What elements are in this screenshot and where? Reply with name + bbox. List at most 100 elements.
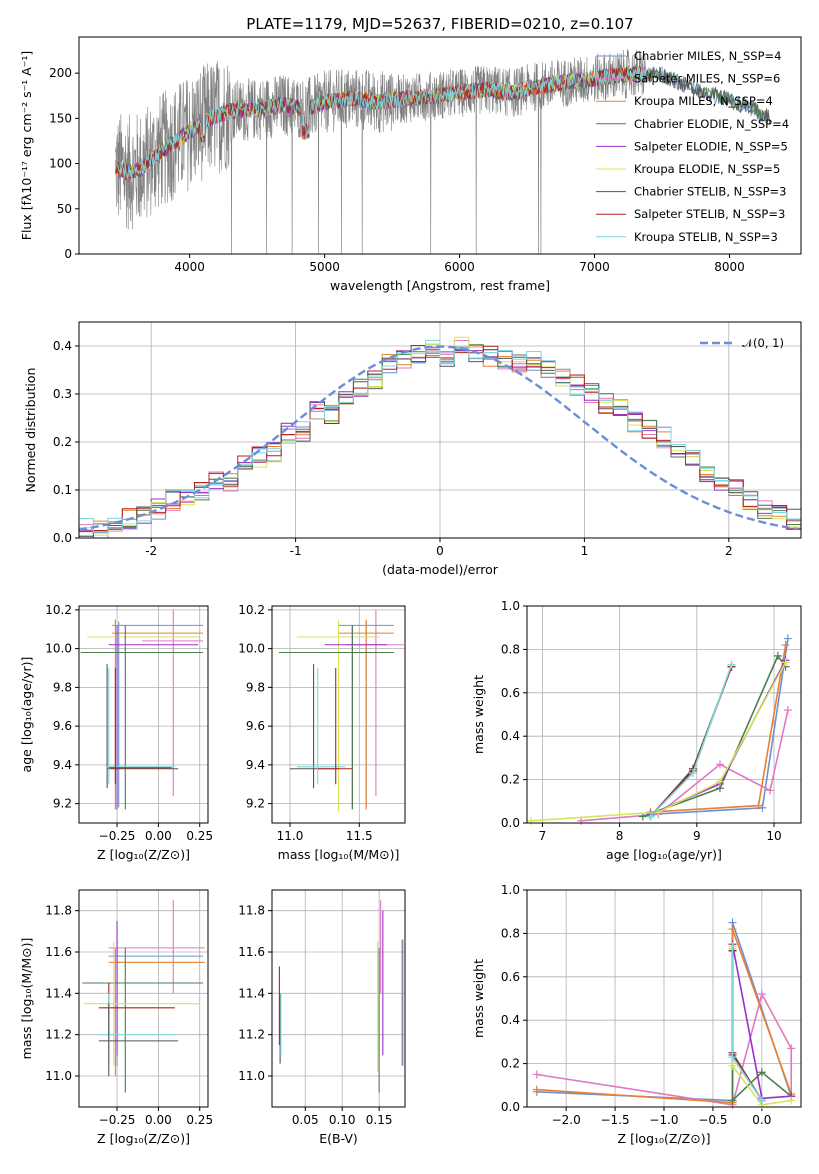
chart-title: PLATE=1179, MJD=52637, FIBERID=0210, z=0…: [246, 15, 633, 33]
mass-weight-marker: [781, 641, 790, 650]
y-tick-label: 50: [57, 202, 72, 216]
x-tick-label: −1.0: [649, 1113, 678, 1127]
y-tick-label: 9.8: [246, 680, 265, 694]
y-tick-label: 0.6: [501, 686, 520, 700]
mass-weight-marker: [781, 658, 790, 667]
y-tick-label: 9.2: [53, 797, 72, 811]
x-tick-label: 10: [766, 829, 781, 843]
x-tick-label: 8000: [714, 260, 745, 274]
mass-weight-marker: [757, 1096, 766, 1105]
y-tick-label: 11.0: [238, 1069, 265, 1083]
axes-frame: [78, 605, 209, 824]
y-tick-label: 11.6: [45, 945, 72, 959]
y-axis-label: mass weight: [471, 959, 486, 1038]
mass-weight-line: [642, 654, 787, 818]
axes-frame: [78, 321, 802, 539]
mass-weight-line: [649, 666, 733, 818]
mass-weight-marker: [754, 801, 763, 810]
y-tick-label: 11.0: [45, 1069, 72, 1083]
x-axis-label: age [log₁₀(age/yr)]: [606, 847, 722, 862]
y-tick-label: 0.0: [53, 531, 72, 545]
x-tick-label: 0.15: [366, 1113, 393, 1127]
x-tick-label: 0.00: [145, 1113, 172, 1127]
mass-weight-marker: [757, 1068, 766, 1077]
x-tick-label: −0.5: [698, 1113, 727, 1127]
mass-weight-marker: [787, 1096, 796, 1105]
y-tick-label: 0.2: [501, 1057, 520, 1071]
x-axis-label: Z [log₁₀(Z/Z⊙)]: [97, 1131, 190, 1146]
axes-frame: [271, 605, 406, 824]
mass-weight-marker: [773, 651, 782, 660]
legend-label: Kroupa MILES, N_SSP=4: [634, 94, 773, 108]
x-tick-label: 5000: [309, 260, 340, 274]
mass-weight-marker: [646, 812, 655, 821]
y-tick-label: 10.2: [238, 603, 265, 617]
legend-label: Chabrier STELIB, N_SSP=3: [634, 185, 786, 199]
y-tick-label: 0.6: [501, 970, 520, 984]
spectrum-axes: 4000 5000 6000 7000 8000 0 50 100 150 200 waveleng…: [19, 51, 745, 293]
y-tick-label: 11.6: [238, 945, 265, 959]
y-axis-label: mass [log₁₀(M/M⊙)]: [19, 938, 34, 1060]
mass-weight-marker: [728, 944, 737, 953]
mass-weight-marker: [728, 1096, 737, 1105]
mass-weight-marker: [758, 803, 767, 812]
y-tick-label: 9.4: [53, 758, 72, 772]
x-tick-label: 0.10: [329, 1113, 356, 1127]
mass-weight-marker: [728, 1053, 737, 1062]
mass_vs_Z-axes: −0.25 0.00 0.25 11.0 11.2 11.4 11.6 11.8 Z [log₁…: [19, 890, 213, 1146]
y-tick-label: 0.1: [53, 483, 72, 497]
mass-weight-marker: [526, 816, 535, 825]
x-axis-label: Z [log₁₀(Z/Z⊙)]: [618, 1131, 711, 1146]
x-tick-label: −1.5: [601, 1113, 630, 1127]
x-tick-label: −0.25: [99, 1113, 136, 1127]
axes-frame: [526, 889, 802, 1108]
legend: Chabrier MILES, N_SSP=4 Salpeter MILES, N…: [596, 49, 789, 244]
legend-label: 𝒩(0, 1): [742, 336, 784, 350]
x-tick-label: 7000: [579, 260, 610, 274]
x-axis-label: mass [log₁₀(M/M⊙)]: [278, 847, 400, 862]
x-tick-label: 4000: [174, 260, 205, 274]
age_vs_Z-axes: −0.25 0.00 0.25 9.2 9.4 9.6 9.8 10.0 10.2 Z [log₁…: [19, 603, 213, 862]
x-axis-label: wavelength [Angstrom, rest frame]: [330, 278, 550, 293]
y-tick-label: 11.2: [238, 1028, 265, 1042]
y-tick-label: 10.0: [45, 642, 72, 656]
x-tick-label: 7: [539, 829, 547, 843]
y-tick-label: 9.4: [246, 758, 265, 772]
y-tick-label: 0.4: [501, 729, 520, 743]
legend-label: Kroupa ELODIE, N_SSP=5: [634, 162, 780, 176]
mass_vs_ebv-axes: 0.05 0.10 0.15 11.0 11.2 11.4 11.6 11.8 E(B-V): [238, 890, 405, 1146]
legend-label: Salpeter MILES, N_SSP=6: [634, 72, 780, 86]
mass-weight-marker: [766, 786, 775, 795]
y-tick-label: 1.0: [501, 883, 520, 897]
x-tick-label: 0: [436, 544, 444, 558]
legend-label: Salpeter ELODIE, N_SSP=5: [634, 139, 788, 153]
y-tick-label: 11.4: [45, 986, 72, 1000]
mass-weight-line: [649, 664, 733, 818]
x-axis-label: E(B-V): [319, 1131, 358, 1146]
axes-frame: [78, 36, 802, 255]
y-tick-label: 10.0: [238, 642, 265, 656]
y-axis-label: Flux [fλ10⁻¹⁷ erg cm⁻² s⁻¹ A⁻¹]: [19, 51, 34, 240]
y-tick-label: 0.4: [501, 1013, 520, 1027]
y-tick-label: 0: [64, 247, 72, 261]
x-tick-label: 11.5: [346, 829, 373, 843]
mass-weight-marker: [728, 1061, 737, 1070]
x-tick-label: -2: [145, 544, 157, 558]
model-spectrum-line: [114, 65, 647, 180]
mass-weight-marker: [715, 760, 724, 769]
x-axis-label: (data-model)/error: [382, 562, 499, 577]
residuals-axes: -2 -1 0 1 2 0.0 0.1 0.2 0.3 0.4 (data-model)/error…: [23, 322, 801, 577]
y-tick-label: 0.0: [501, 816, 520, 830]
y-tick-label: 9.6: [53, 719, 72, 733]
y-tick-label: 0.0: [501, 1100, 520, 1114]
x-axis-label: Z [log₁₀(Z/Z⊙)]: [97, 847, 190, 862]
mass-weight-line: [649, 666, 733, 818]
y-tick-label: 11.2: [45, 1028, 72, 1042]
x-tick-label: 0.00: [145, 829, 172, 843]
y-tick-label: 0.8: [501, 642, 520, 656]
x-tick-label: 0.25: [186, 1113, 213, 1127]
y-tick-label: 11.8: [45, 904, 72, 918]
y-tick-label: 0.8: [501, 926, 520, 940]
y-tick-label: 9.2: [246, 797, 265, 811]
x-tick-label: 0.05: [292, 1113, 319, 1127]
